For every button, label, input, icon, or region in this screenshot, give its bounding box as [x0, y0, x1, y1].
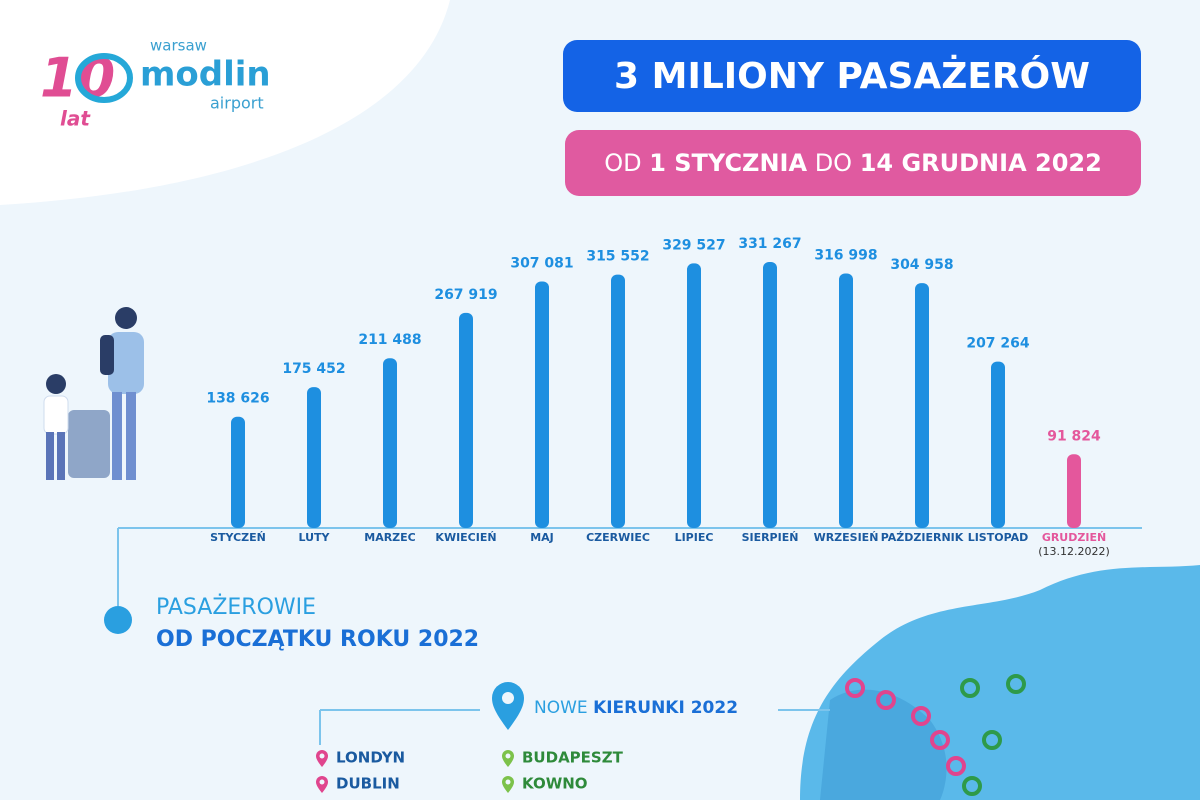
dest-pin-hole: [319, 753, 325, 759]
x-tick-label: LIPIEC: [675, 531, 714, 544]
value-label: 329 527: [662, 237, 725, 253]
bar: [383, 358, 397, 528]
connector-dot: [104, 606, 132, 634]
value-label: 207 264: [966, 336, 1030, 352]
bar: [687, 263, 701, 528]
x-tick-label: CZERWIEC: [586, 531, 650, 544]
dest-pin-hole: [505, 753, 511, 759]
destination: LONDYN: [336, 749, 405, 767]
destination: KOWNO: [522, 775, 588, 793]
logo-lat: lat: [60, 107, 91, 131]
x-tick-label: PAŹDZIERNIK: [881, 531, 964, 544]
chart-subtitle: OD 1 STYCZNIA DO 14 GRUDNIA 2022: [604, 149, 1102, 177]
x-tick-label: GRUDZIEŃ: [1042, 531, 1106, 544]
logo-name: modlin: [140, 55, 271, 95]
summary-line1: PASAŻEROWIE: [156, 594, 316, 620]
bar: [1067, 454, 1081, 528]
subtitle-part: OD: [604, 149, 641, 177]
bar: [307, 387, 321, 528]
logo-city: warsaw: [150, 37, 207, 55]
bar: [839, 273, 853, 528]
value-label: 175 452: [282, 361, 345, 377]
value-label: 91 824: [1047, 428, 1101, 444]
title-pill: [563, 40, 1141, 112]
destination: BUDAPESZT: [522, 749, 624, 767]
subtitle-pill: [565, 130, 1141, 196]
dest-pin-hole: [505, 779, 511, 785]
bar: [991, 361, 1005, 528]
subtitle-part: 14 GRUDNIA 2022: [860, 149, 1102, 177]
bar: [915, 283, 929, 528]
bar: [459, 312, 473, 528]
value-label: 304 958: [890, 257, 953, 273]
corner-shape: [0, 0, 450, 205]
x-tick-label: MAJ: [530, 531, 554, 544]
x-tick-label: KWIECIEŃ: [435, 531, 496, 544]
x-tick-label: WRZESIEŃ: [814, 531, 879, 544]
x-tick-label: LUTY: [298, 531, 330, 544]
x-tick-label: LISTOPAD: [968, 531, 1029, 544]
dest-heading-bold: KIERUNKI 2022: [593, 698, 738, 718]
value-label: 307 081: [510, 255, 573, 271]
dest-heading-light: NOWE: [534, 698, 588, 718]
x-tick-label: SIERPIEŃ: [742, 531, 799, 544]
bar: [231, 416, 245, 528]
value-label: 315 552: [586, 249, 649, 265]
annotation: (13.12.2022): [1038, 545, 1110, 558]
logo-swirl: [75, 53, 133, 103]
map: [800, 565, 1200, 800]
value-label: 316 998: [814, 247, 877, 263]
chart-title: 3 MILIONY PASAŻERÓW: [614, 54, 1090, 97]
pin-icon: [492, 682, 524, 730]
dest-pin-hole: [319, 779, 325, 785]
bar: [763, 262, 777, 528]
dest-heading: NOWE KIERUNKI 2022: [534, 698, 738, 718]
pin-icon-hole: [502, 692, 514, 704]
logo-kind: airport: [210, 94, 264, 113]
subtitle-part: DO: [815, 149, 852, 177]
value-label: 138 626: [206, 391, 269, 407]
value-label: 211 488: [358, 332, 421, 348]
subtitle-part: 1 STYCZNIA: [649, 149, 807, 177]
bar: [611, 274, 625, 528]
destination: DUBLIN: [336, 775, 400, 793]
bar: [535, 281, 549, 528]
value-label: 267 919: [434, 287, 497, 303]
x-tick-label: STYCZEŃ: [210, 531, 266, 544]
travelers-illustration: [43, 307, 144, 480]
summary-line2: OD POCZĄTKU ROKU 2022: [156, 627, 479, 652]
x-tick-label: MARZEC: [364, 531, 416, 544]
logo: 10 lat warsaw modlin airport: [40, 37, 271, 131]
value-label: 331 267: [738, 236, 801, 252]
